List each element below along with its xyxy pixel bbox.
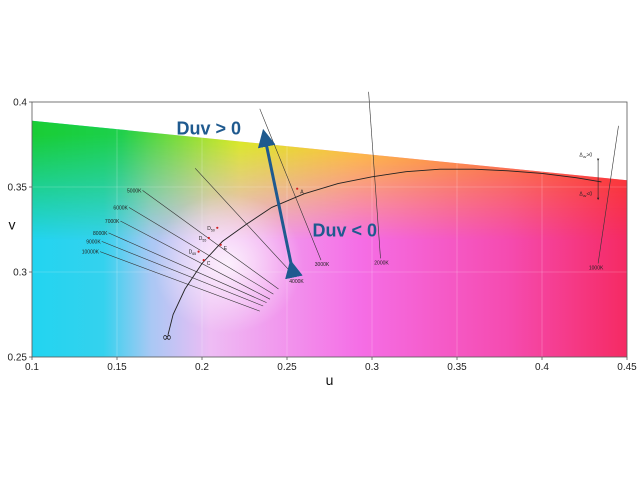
cct-label-3000k: 3000K <box>315 262 330 268</box>
x-tick-label: 0.2 <box>195 362 209 373</box>
x-tick-label: 0.35 <box>447 362 467 373</box>
cct-label-2000k: 2000K <box>374 260 389 266</box>
cct-label-5000k: 5000K <box>127 188 142 194</box>
illuminant-point-d55 <box>207 236 210 240</box>
x-tick-label: 0.4 <box>535 362 549 373</box>
cct-label-8000k: 8000K <box>93 231 108 237</box>
isotemperature-line <box>597 125 619 264</box>
cct-label-7000k: 7000K <box>105 219 120 225</box>
illuminant-label-d50: D50 <box>207 226 215 233</box>
isotemperature-line <box>142 190 279 290</box>
illuminant-label-d65: D65 <box>189 250 197 257</box>
y-tick-label: 0.25 <box>8 353 28 364</box>
isotemperature-line <box>108 232 267 303</box>
y-tick-label: 0.4 <box>13 98 27 109</box>
cct-label-6000k: 6000K <box>113 205 128 211</box>
isotemperature-line <box>99 251 260 312</box>
x-tick-label: 0.25 <box>277 362 297 373</box>
x-axis-label: u <box>326 372 334 388</box>
y-tick-label: 0.35 <box>8 183 28 194</box>
y-tick-label: 0.3 <box>13 268 27 279</box>
plot-frame <box>31 101 628 358</box>
delta-positive-label: Δuv>0 <box>579 152 592 159</box>
isotemperature-line <box>128 207 274 295</box>
cct-label-4000k: 4000K <box>289 279 304 285</box>
illuminant-point-a <box>296 187 299 190</box>
x-tick-label: 0.15 <box>107 362 127 373</box>
delta-negative-label: Δuv<0 <box>579 192 592 199</box>
illuminant-label-e: E <box>224 246 228 252</box>
illuminant-point-d50 <box>216 226 219 229</box>
cct-label-9000k: 9000K <box>86 239 101 245</box>
x-tick-label: 0.1 <box>25 362 39 373</box>
duv-arrow <box>257 128 303 280</box>
infinity-label: ∞ <box>162 330 172 344</box>
axes: 0.1 0.15 0.2 0.25 0.3 0.35 0.4 0.45 0.25 0.3 0.35 0… <box>8 98 638 389</box>
x-tick-label: 0.3 <box>365 362 379 373</box>
x-tick-label: 0.45 <box>617 362 637 373</box>
planckian-locus-curve <box>167 168 602 336</box>
illuminant-label-d55: D55 <box>199 236 207 243</box>
planckian-locus: ∞ <box>162 168 602 344</box>
cct-label-10000k: 10000K <box>82 250 100 256</box>
isotemperature-line <box>368 91 381 259</box>
isotemperature-line <box>120 220 271 300</box>
duv-positive-label: Duv > 0 <box>177 118 242 138</box>
y-axis-label: v <box>9 217 16 233</box>
illuminant-point-c <box>202 259 205 262</box>
duv-negative-label: Duv < 0 <box>313 220 378 240</box>
illuminant-label-c: C <box>207 261 211 267</box>
illuminant-point-e <box>219 243 222 246</box>
illuminant-point-d65 <box>197 250 200 253</box>
cct-label-1000k: 1000K <box>589 266 604 272</box>
isotemperature-line <box>101 241 264 307</box>
